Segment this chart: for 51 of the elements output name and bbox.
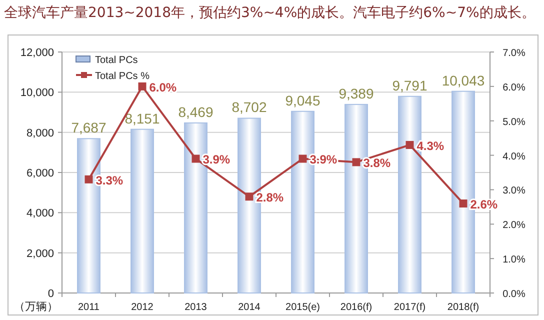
- point: [84, 175, 93, 184]
- x-tick-label: 2018(f): [447, 302, 480, 313]
- y-tick-label: 2,000: [26, 248, 54, 260]
- y-tick-label: 8,000: [26, 127, 54, 140]
- data-label: 3.8%: [363, 156, 391, 170]
- bar: [130, 128, 154, 294]
- data-label: 9,389: [338, 85, 374, 102]
- point: [298, 154, 307, 163]
- x-tick-label: 2017(f): [394, 302, 426, 313]
- data-label: 2.6%: [470, 197, 498, 212]
- data-label: 7,687: [71, 120, 106, 136]
- x-tick-label: 2012: [131, 302, 154, 313]
- chart-title: 全球汽车产量2013~2018年，预估约3%~4%的成长。汽车电子约6%~7%的成长。: [4, 5, 536, 21]
- y-tick-label: 0: [48, 288, 54, 300]
- y2-tick-label: 5.0%: [502, 116, 526, 128]
- point: [352, 158, 360, 166]
- data-label: 4.3%: [416, 138, 444, 153]
- data-label: 6.0%: [149, 80, 177, 94]
- x-tick-label: 2014: [238, 302, 261, 313]
- y2-tick-label: 1.0%: [502, 254, 526, 266]
- data-label: 8,702: [232, 99, 267, 116]
- legend-label: Total PCs %: [95, 71, 150, 82]
- y2-tick-label: 6.0%: [502, 82, 526, 94]
- data-label: 8,469: [178, 104, 214, 120]
- y2-tick-label: 2.0%: [502, 220, 526, 232]
- y2-tick-label: 7.0%: [502, 48, 526, 59]
- point: [138, 82, 146, 90]
- point: [192, 154, 200, 163]
- x-tick-label: 2011: [78, 302, 100, 313]
- legend-label: Total PCs: [95, 55, 138, 66]
- data-label: 8,151: [124, 110, 160, 126]
- y-tick-label: 12,000: [20, 47, 54, 59]
- data-label: 9,791: [392, 77, 428, 94]
- x-tick-label: 2013: [184, 302, 208, 313]
- y-tick-label: 6,000: [26, 168, 54, 180]
- data-label: 9,045: [285, 92, 320, 108]
- point: [406, 140, 414, 149]
- data-label: 2.8%: [256, 190, 284, 205]
- y-axis-title: （万辆）: [14, 300, 58, 313]
- data-label: 10,043: [442, 72, 485, 88]
- data-label: 3.9%: [202, 152, 230, 167]
- y-tick-label: 4,000: [26, 208, 54, 220]
- point: [459, 199, 468, 208]
- y2-tick-label: 3.0%: [502, 186, 526, 197]
- y-tick-label: 10,000: [20, 87, 54, 100]
- y2-tick-label: 4.0%: [502, 151, 526, 162]
- x-tick-label: 2016(f): [340, 302, 372, 313]
- x-tick-label: 2015(e): [286, 302, 320, 313]
- point: [245, 192, 254, 201]
- y2-tick-label: 0.0%: [502, 289, 526, 300]
- data-label: 3.3%: [96, 173, 124, 188]
